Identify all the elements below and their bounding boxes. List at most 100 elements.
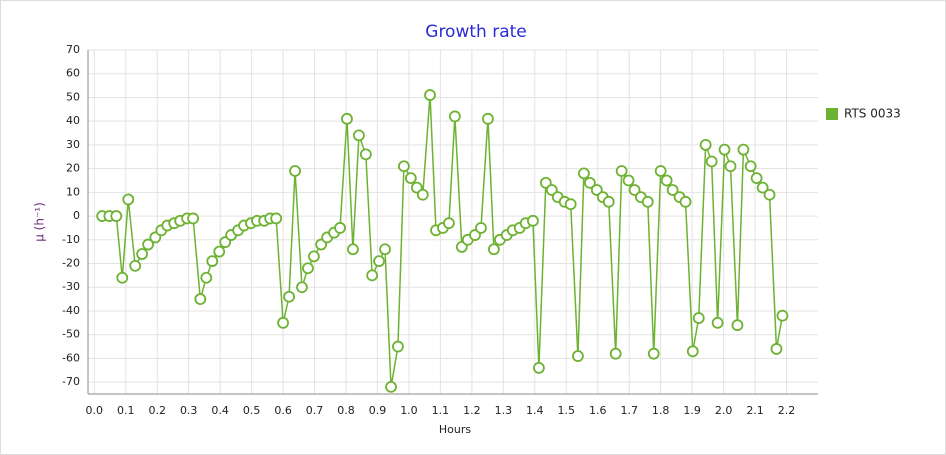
data-point — [385, 380, 397, 393]
data-point — [122, 193, 135, 206]
y-tick-label: 60 — [66, 67, 80, 80]
x-tick-label: 1.2 — [463, 404, 481, 417]
data-point — [609, 347, 622, 360]
data-point — [744, 160, 757, 173]
data-point — [692, 312, 705, 324]
data-point — [341, 112, 353, 125]
data-point — [142, 238, 154, 251]
data-point — [577, 167, 590, 180]
data-point — [270, 212, 283, 225]
data-point — [277, 316, 289, 329]
y-tick-label: 50 — [66, 90, 80, 103]
data-point — [482, 112, 494, 125]
data-point — [373, 255, 385, 268]
data-point — [583, 176, 596, 189]
data-point — [724, 160, 737, 173]
data-point — [443, 217, 455, 230]
data-point — [641, 195, 654, 208]
data-point — [564, 198, 577, 211]
data-point — [776, 309, 789, 322]
data-point — [770, 343, 783, 355]
data-point — [366, 269, 379, 282]
data-point — [194, 293, 207, 306]
data-point — [448, 110, 461, 123]
x-tick-label: 0.5 — [243, 404, 261, 417]
data-point — [200, 271, 213, 284]
y-axis-label: μ (h⁻¹) — [33, 202, 47, 242]
data-point — [308, 250, 320, 263]
data-point — [731, 319, 744, 332]
y-tick-label: -10 — [62, 233, 80, 246]
x-tick-label: 1.9 — [683, 404, 701, 417]
data-point — [622, 174, 635, 187]
data-point — [647, 347, 660, 360]
data-point — [705, 155, 718, 168]
data-point — [206, 255, 219, 268]
x-tick-label: 1.6 — [589, 404, 607, 417]
data-point — [572, 350, 584, 362]
x-tick-label: 2.2 — [778, 404, 796, 417]
data-point — [136, 248, 149, 260]
x-tick-label: 1.8 — [652, 404, 670, 417]
x-tick-label: 1.3 — [495, 404, 513, 417]
x-tick-label: 0.9 — [369, 404, 387, 417]
data-point — [615, 165, 628, 177]
data-point — [654, 165, 667, 177]
data-point — [283, 290, 295, 303]
data-point — [116, 271, 129, 284]
data-point — [213, 245, 226, 258]
x-tick-label: 1.7 — [620, 404, 638, 417]
data-point — [302, 262, 314, 275]
data-point — [424, 89, 436, 101]
x-tick-label: 0.0 — [86, 404, 104, 417]
x-tick-label: 0.2 — [148, 404, 166, 417]
x-tick-label: 1.5 — [558, 404, 576, 417]
data-point — [686, 345, 699, 358]
data-point — [711, 316, 724, 329]
data-point — [666, 184, 679, 196]
data-point — [347, 243, 359, 256]
x-tick-label: 1.1 — [432, 404, 450, 417]
legend-label: RTS 0033 — [844, 107, 901, 121]
y-tick-label: -40 — [62, 304, 80, 317]
x-tick-label: 2.0 — [715, 404, 733, 417]
data-point — [289, 165, 301, 177]
data-point — [379, 243, 391, 256]
data-point — [353, 129, 365, 142]
x-tick-label: 1.4 — [526, 404, 544, 417]
legend-swatch — [826, 108, 838, 120]
data-point — [628, 184, 641, 196]
data-point — [334, 222, 346, 234]
data-point — [475, 222, 487, 234]
y-tick-label: 40 — [66, 114, 80, 127]
x-tick-label: 0.3 — [180, 404, 198, 417]
data-point — [750, 172, 763, 185]
x-tick-label: 0.7 — [306, 404, 324, 417]
x-tick-label: 1.0 — [400, 404, 418, 417]
y-tick-label: 0 — [73, 209, 80, 222]
chart-title: Growth rate — [425, 22, 526, 42]
data-point — [602, 195, 615, 208]
data-point — [718, 143, 731, 156]
data-point — [359, 148, 372, 161]
y-tick-label: 70 — [66, 43, 80, 56]
x-tick-label: 0.6 — [274, 404, 292, 417]
x-tick-label: 0.4 — [211, 404, 229, 417]
data-point — [110, 210, 123, 222]
data-point — [187, 212, 199, 225]
data-point — [488, 243, 500, 256]
y-tick-label: -30 — [62, 280, 80, 293]
y-tick-label: 10 — [66, 185, 80, 198]
data-point — [756, 181, 769, 194]
data-point — [699, 138, 712, 151]
data-point — [737, 143, 750, 156]
data-point — [416, 188, 429, 201]
y-tick-label: -20 — [62, 257, 80, 270]
data-point — [398, 160, 410, 173]
y-tick-label: -50 — [62, 328, 80, 341]
data-point — [404, 172, 417, 185]
x-axis-label: Hours — [439, 423, 471, 436]
data-point — [660, 174, 673, 187]
y-tick-label: 30 — [66, 138, 80, 151]
